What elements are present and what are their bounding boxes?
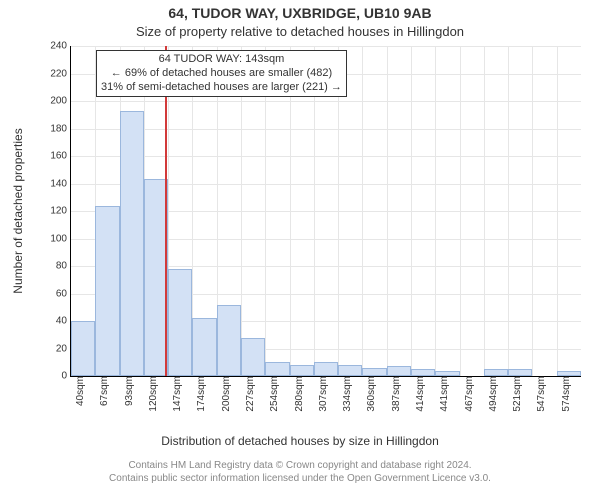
gridline-v bbox=[435, 46, 436, 376]
histogram-bar bbox=[362, 368, 386, 376]
x-tick-label: 547sqm bbox=[532, 376, 547, 412]
x-tick-label: 93sqm bbox=[120, 376, 135, 406]
gridline-v bbox=[532, 46, 533, 376]
gridline-h bbox=[71, 129, 581, 130]
y-tick-label: 60 bbox=[56, 288, 71, 299]
x-tick-label: 280sqm bbox=[290, 376, 305, 412]
x-tick-label: 360sqm bbox=[362, 376, 377, 412]
y-tick-label: 140 bbox=[50, 178, 71, 189]
x-tick-label: 67sqm bbox=[95, 376, 110, 406]
histogram-bar bbox=[217, 305, 241, 377]
gridline-h bbox=[71, 101, 581, 102]
y-tick-label: 160 bbox=[50, 151, 71, 162]
histogram-bar bbox=[120, 111, 144, 376]
y-tick-label: 120 bbox=[50, 206, 71, 217]
x-tick-label: 414sqm bbox=[411, 376, 426, 412]
histogram-bar bbox=[508, 369, 532, 376]
gridline-h bbox=[71, 156, 581, 157]
x-tick-label: 387sqm bbox=[387, 376, 402, 412]
x-tick-label: 40sqm bbox=[71, 376, 86, 406]
annotation-line-3: 31% of semi-detached houses are larger (… bbox=[101, 81, 342, 95]
annotation-box: 64 TUDOR WAY: 143sqm← 69% of detached ho… bbox=[96, 50, 347, 97]
gridline-v bbox=[557, 46, 558, 376]
x-tick-label: 254sqm bbox=[265, 376, 280, 412]
x-tick-label: 521sqm bbox=[508, 376, 523, 412]
histogram-bar bbox=[95, 206, 119, 377]
x-tick-label: 467sqm bbox=[460, 376, 475, 412]
chart-plot-area: 02040608010012014016018020022024040sqm67… bbox=[70, 46, 581, 377]
gridline-v bbox=[411, 46, 412, 376]
histogram-bar bbox=[338, 365, 362, 376]
y-tick-label: 20 bbox=[56, 343, 71, 354]
x-tick-label: 174sqm bbox=[192, 376, 207, 412]
x-tick-label: 120sqm bbox=[144, 376, 159, 412]
footer-line-1: Contains HM Land Registry data © Crown c… bbox=[0, 460, 600, 473]
y-tick-label: 220 bbox=[50, 68, 71, 79]
annotation-line-1: 64 TUDOR WAY: 143sqm bbox=[101, 53, 342, 67]
y-tick-label: 0 bbox=[61, 371, 71, 382]
y-tick-label: 240 bbox=[50, 41, 71, 52]
chart-subtitle: Size of property relative to detached ho… bbox=[0, 24, 600, 39]
gridline-v bbox=[484, 46, 485, 376]
histogram-bar bbox=[192, 318, 216, 376]
histogram-bar bbox=[168, 269, 192, 376]
histogram-bar bbox=[290, 365, 314, 376]
histogram-bar bbox=[265, 362, 289, 376]
histogram-bar bbox=[387, 366, 411, 376]
histogram-bar bbox=[557, 371, 581, 377]
x-axis-label: Distribution of detached houses by size … bbox=[0, 434, 600, 448]
y-tick-label: 100 bbox=[50, 233, 71, 244]
gridline-v bbox=[387, 46, 388, 376]
histogram-bar bbox=[71, 321, 95, 376]
page-title: 64, TUDOR WAY, UXBRIDGE, UB10 9AB bbox=[0, 5, 600, 21]
y-axis-label: Number of detached properties bbox=[11, 128, 25, 293]
histogram-bar bbox=[411, 369, 435, 376]
histogram-bar bbox=[241, 338, 265, 377]
x-tick-label: 227sqm bbox=[241, 376, 256, 412]
x-tick-label: 574sqm bbox=[557, 376, 572, 412]
x-tick-label: 441sqm bbox=[435, 376, 450, 412]
footer-line-2: Contains public sector information licen… bbox=[0, 473, 600, 486]
footer-attribution: Contains HM Land Registry data © Crown c… bbox=[0, 460, 600, 485]
y-tick-label: 200 bbox=[50, 96, 71, 107]
x-tick-label: 494sqm bbox=[484, 376, 499, 412]
gridline-v bbox=[508, 46, 509, 376]
x-tick-label: 334sqm bbox=[338, 376, 353, 412]
x-tick-label: 307sqm bbox=[314, 376, 329, 412]
gridline-h bbox=[71, 46, 581, 47]
y-tick-label: 80 bbox=[56, 261, 71, 272]
x-tick-label: 147sqm bbox=[168, 376, 183, 412]
histogram-bar bbox=[484, 369, 508, 376]
annotation-line-2: ← 69% of detached houses are smaller (48… bbox=[101, 67, 342, 81]
gridline-v bbox=[362, 46, 363, 376]
histogram-bar bbox=[314, 362, 338, 376]
y-tick-label: 180 bbox=[50, 123, 71, 134]
property-size-chart: { "layout": { "width_px": 600, "height_p… bbox=[0, 0, 600, 500]
gridline-v bbox=[460, 46, 461, 376]
x-tick-label: 200sqm bbox=[217, 376, 232, 412]
y-tick-label: 40 bbox=[56, 316, 71, 327]
histogram-bar bbox=[435, 371, 459, 377]
